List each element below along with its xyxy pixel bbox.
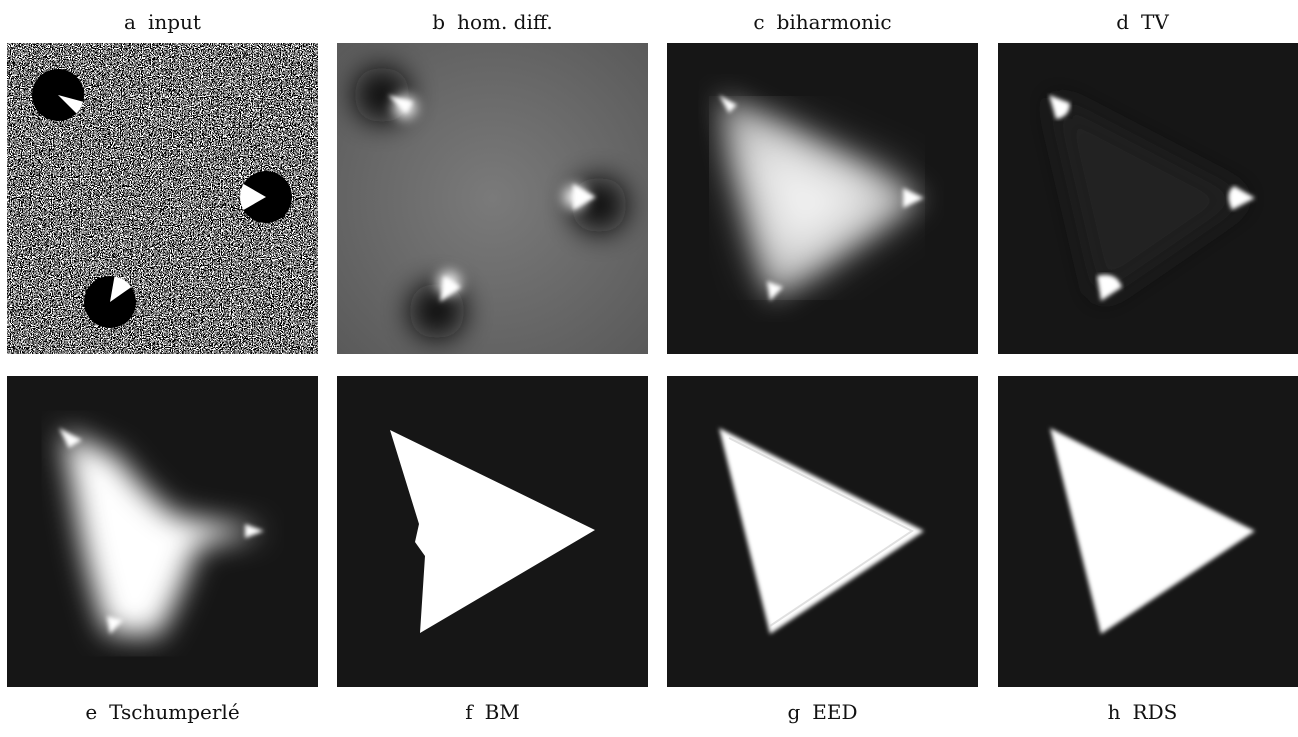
caption: e Tschumperlé: [7, 700, 318, 724]
panel-e: [7, 376, 318, 687]
caption-letter: f: [465, 700, 472, 724]
caption-label: BM: [485, 700, 520, 724]
caption: c biharmonic: [667, 10, 978, 34]
caption-letter: c: [753, 10, 764, 34]
caption-label: RDS: [1133, 700, 1178, 724]
panel-f: [337, 376, 648, 687]
caption-label: biharmonic: [777, 10, 892, 34]
figure: ainput b hom. diff. c biharmonic d TV e Tsch…: [0, 0, 1298, 737]
caption-label: Tschumperlé: [109, 700, 240, 724]
caption-letter: a: [124, 10, 136, 34]
caption-letter: h: [1108, 700, 1121, 724]
panel-g: [667, 376, 978, 687]
caption-label: TV: [1141, 10, 1169, 34]
caption: d TV: [987, 10, 1298, 34]
caption-letter: d: [1116, 10, 1129, 34]
caption: g EED: [667, 700, 978, 724]
panel-h: [998, 376, 1298, 687]
caption-label: EED: [812, 700, 857, 724]
caption-letter: b: [432, 10, 445, 34]
panel-a: [7, 43, 318, 354]
caption-label: hom. diff.: [457, 10, 553, 34]
caption-letter: g: [787, 700, 800, 724]
caption: f BM: [337, 700, 648, 724]
panel-b: [337, 43, 648, 354]
caption: h RDS: [987, 700, 1298, 724]
caption-label: input: [148, 10, 201, 34]
panel-d: [998, 43, 1298, 354]
panel-c: [667, 43, 978, 354]
caption: b hom. diff.: [337, 10, 648, 34]
panels: [0, 0, 1298, 737]
caption-letter: e: [85, 700, 97, 724]
